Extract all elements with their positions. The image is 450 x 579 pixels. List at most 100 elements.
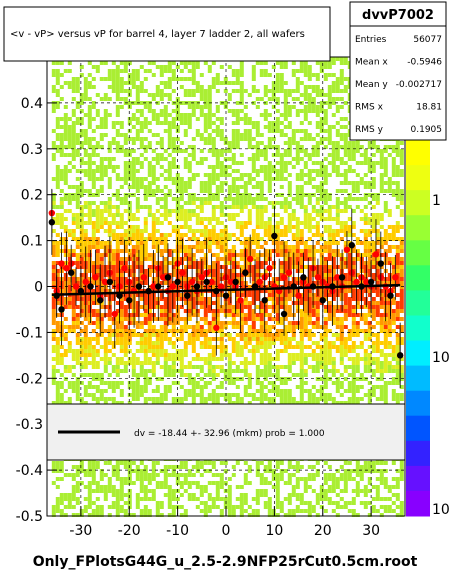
heat-cell [91, 377, 96, 381]
heat-cell [187, 177, 192, 181]
heat-cell [287, 153, 292, 157]
heat-cell [299, 341, 304, 345]
heat-cell [99, 133, 104, 137]
heat-cell [211, 77, 216, 81]
heat-cell [115, 121, 120, 125]
heat-cell [167, 61, 172, 65]
heat-cell [95, 317, 100, 321]
heat-cell [223, 173, 228, 177]
heat-cell [163, 281, 168, 285]
heat-cell [215, 321, 220, 325]
heat-cell [71, 213, 76, 217]
heat-cell [123, 325, 128, 329]
heat-cell [67, 253, 72, 257]
heat-cell [371, 373, 376, 377]
heat-cell [171, 61, 176, 65]
heat-cell [147, 381, 152, 385]
heat-cell [239, 133, 244, 137]
heat-cell [283, 133, 288, 137]
heat-cell [239, 153, 244, 157]
heat-cell [139, 393, 144, 397]
heat-cell [75, 137, 80, 141]
heat-cell [239, 93, 244, 97]
heat-cell [167, 97, 172, 101]
heat-cell [291, 353, 296, 357]
heat-cell [87, 85, 92, 89]
heat-cell [235, 385, 240, 389]
heat-cell [111, 277, 116, 281]
heat-cell [283, 401, 288, 405]
heat-cell [231, 205, 236, 209]
heat-cell [363, 329, 368, 333]
heat-cell [343, 117, 348, 121]
heat-cell [119, 269, 124, 273]
heat-cell [183, 129, 188, 133]
heat-cell [115, 165, 120, 169]
heat-cell [235, 89, 240, 93]
heat-cell [391, 285, 396, 289]
heat-cell [227, 305, 232, 309]
heat-cell [83, 401, 88, 405]
heat-cell [95, 269, 100, 273]
heat-cell [171, 121, 176, 125]
heat-cell [143, 317, 148, 321]
heat-cell [99, 225, 104, 229]
heat-cell [303, 317, 308, 321]
heat-cell [363, 305, 368, 309]
heat-cell [271, 289, 276, 293]
heat-cell [115, 337, 120, 341]
heat-cell [207, 329, 212, 333]
heat-cell [271, 213, 276, 217]
heat-cell [335, 157, 340, 161]
heat-cell [231, 277, 236, 281]
heat-cell [115, 225, 120, 229]
heat-cell [343, 125, 348, 129]
heat-cell [307, 333, 312, 337]
heat-cell [279, 269, 284, 273]
heat-cell [55, 353, 60, 357]
heat-cell [231, 257, 236, 261]
heat-cell [99, 221, 104, 225]
heat-cell [183, 281, 188, 285]
heat-cell [375, 197, 380, 201]
heat-cell [259, 69, 264, 73]
heat-cell [163, 193, 168, 197]
heat-cell [323, 273, 328, 277]
heat-cell [375, 149, 380, 153]
heat-cell [227, 145, 232, 149]
heat-cell [267, 221, 272, 225]
heat-cell [303, 165, 308, 169]
heat-cell [327, 241, 332, 245]
heat-cell [243, 369, 248, 373]
heat-cell [107, 205, 112, 209]
heat-cell [83, 345, 88, 349]
heat-cell [147, 93, 152, 97]
heat-cell [67, 69, 72, 73]
heat-cell [127, 177, 132, 181]
heat-cell [363, 353, 368, 357]
heat-cell [95, 65, 100, 69]
heat-cell [67, 385, 72, 389]
heat-cell [99, 317, 104, 321]
heat-cell [191, 357, 196, 361]
heat-cell [215, 401, 220, 405]
heat-cell [303, 305, 308, 309]
heat-cell [183, 217, 188, 221]
heat-cell [323, 281, 328, 285]
heat-cell [159, 305, 164, 309]
heat-cell [151, 345, 156, 349]
heat-cell [267, 305, 272, 309]
heat-cell [171, 373, 176, 377]
heat-cell [63, 217, 68, 221]
heat-cell [75, 257, 80, 261]
heat-cell [331, 357, 336, 361]
heat-cell [263, 393, 268, 397]
heat-cell [83, 141, 88, 145]
heat-cell [211, 137, 216, 141]
heat-cell [211, 197, 216, 201]
heat-cell [311, 333, 316, 337]
heat-cell [399, 173, 404, 177]
heat-cell [135, 229, 140, 233]
heat-cell [75, 265, 80, 269]
heat-cell [219, 149, 224, 153]
